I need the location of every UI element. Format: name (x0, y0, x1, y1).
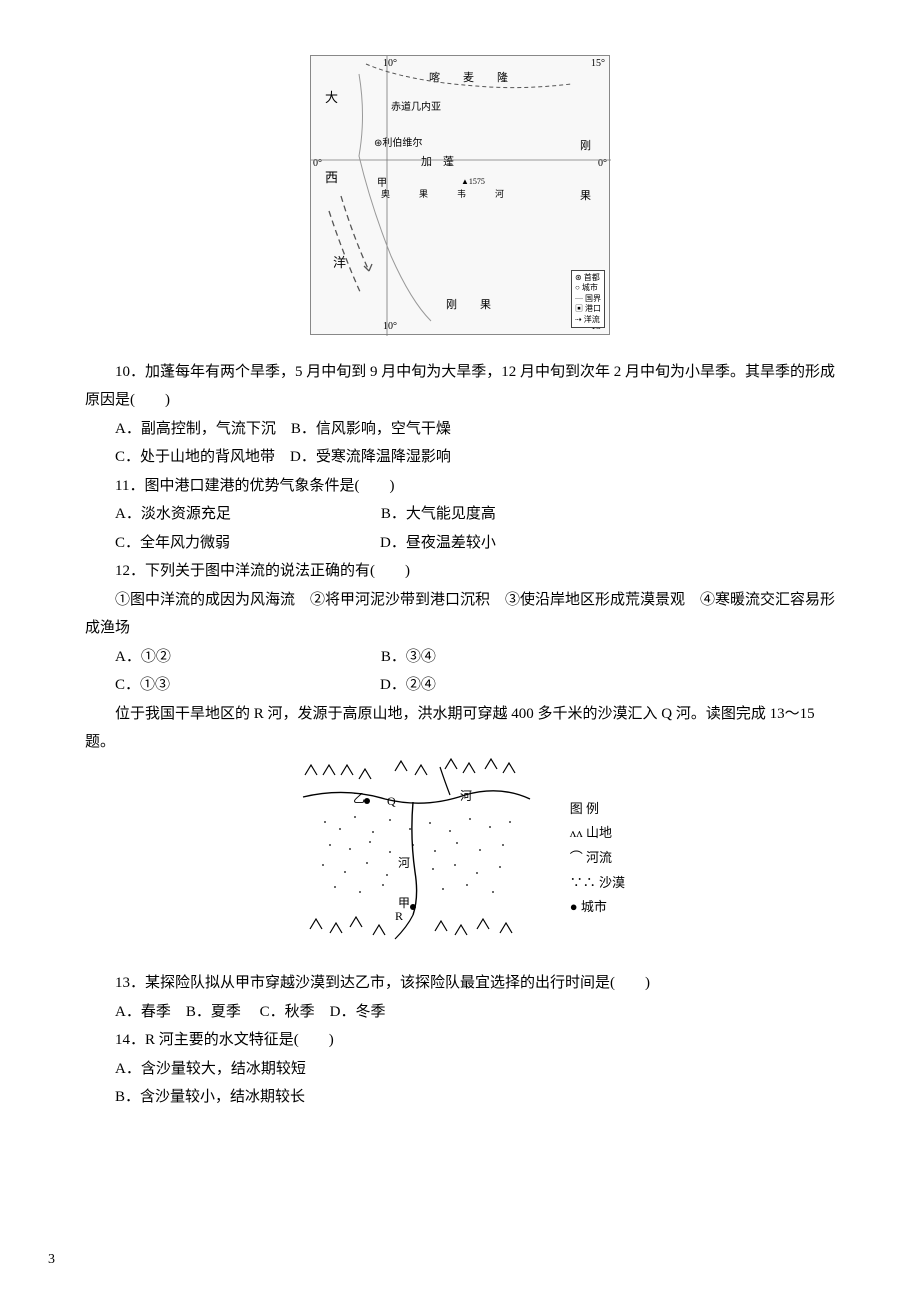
legend-city: ○ 城市 (575, 283, 601, 293)
legend-capital: ⊛ 首都 (575, 273, 601, 283)
q13-options: A．春季 B．夏季 C．秋季 D．冬季 (85, 998, 835, 1027)
yi-city: 乙 (353, 787, 365, 810)
q10-line2: C．处于山地的背风地带 D．受寒流降温降湿影响 (85, 443, 835, 472)
capital-label: ⊛利伯维尔 (374, 134, 422, 153)
diagram-svg (295, 757, 545, 947)
lon-left-bot: 10° (383, 317, 397, 336)
lon-left-top: 10° (383, 54, 397, 73)
congo-country: 刚 果 (446, 295, 497, 316)
ocean-label-1: 大 (325, 86, 338, 111)
map-gabon: 10° 15° 10° 15° 0° 0° 大 西 洋 喀 麦 隆 赤道几内亚 … (310, 55, 610, 335)
q14-optA[interactable]: A．含沙量较大，结冰期较短 (85, 1055, 835, 1084)
q14-stem: 14．R 河主要的水文特征是( ) (85, 1026, 835, 1055)
q12-statements: ①图中洋流的成因为风海流 ②将甲河泥沙带到港口沉积 ③使沿岸地区形成荒漠景观 ④… (85, 586, 835, 643)
figure-r-river: 乙 Q 河 河 甲 R 图 例 ᴧᴧ 山地 ⌒ 河流 ∵∴ 沙漠 ● 城市 (85, 757, 835, 958)
q11-line2: C．全年风力微弱 D．昼夜温差较小 (85, 529, 835, 558)
q11-optD[interactable]: D．昼夜温差较小 (350, 529, 496, 558)
q-river-label: Q (387, 790, 396, 813)
q11-stem: 11．图中港口建港的优势气象条件是( ) (85, 472, 835, 501)
q10-optA[interactable]: A．副高控制，气流下沉 (115, 421, 276, 437)
legend-desert: ∵∴ 沙漠 (570, 871, 625, 896)
congo-r1: 刚 (580, 136, 591, 157)
legend-city: ● 城市 (570, 895, 625, 920)
q13-optC[interactable]: C．秋季 (260, 1004, 315, 1020)
ocean-label-2: 西 (325, 166, 338, 191)
q11-optB[interactable]: B．大气能见度高 (351, 500, 496, 529)
q12-stem: 12．下列关于图中洋流的说法正确的有( ) (85, 557, 835, 586)
eq-guinea-label: 赤道几内亚 (391, 98, 441, 117)
q12-optC[interactable]: C．①③ (115, 677, 170, 693)
lat-left: 0° (313, 154, 322, 173)
q10-optD[interactable]: D．受寒流降温降湿影响 (290, 449, 451, 465)
figure-gabon-map: 10° 15° 10° 15° 0° 0° 大 西 洋 喀 麦 隆 赤道几内亚 … (85, 55, 835, 346)
q12-line1: A．①② B．③④ (85, 643, 835, 672)
legend-current: ⇢ 洋流 (575, 315, 601, 325)
legend-mountain: ᴧᴧ 山地 (570, 821, 625, 846)
river-vert-label: 河 (398, 852, 410, 875)
diagram-r-river: 乙 Q 河 河 甲 R 图 例 ᴧᴧ 山地 ⌒ 河流 ∵∴ 沙漠 ● 城市 (295, 757, 625, 947)
congo-r2: 果 (580, 186, 591, 207)
q10-optC[interactable]: C．处于山地的背风地带 (115, 449, 275, 465)
q11-line1: A．淡水资源充足 B．大气能见度高 (85, 500, 835, 529)
q11-optC[interactable]: C．全年风力微弱 (115, 535, 230, 551)
legend-river: ⌒ 河流 (570, 846, 625, 871)
lon-right-top: 15° (591, 54, 605, 73)
map-legend: ⊛ 首都 ○ 城市 ┈ 国界 ▣ 港口 ⇢ 洋流 (571, 270, 605, 328)
river-label: 奥 果 韦 河 (381, 186, 514, 203)
gabon-label: 加 蓬 (421, 152, 454, 173)
q11-optA[interactable]: A．淡水资源充足 (115, 506, 231, 522)
legend-border: ┈ 国界 (575, 294, 601, 304)
q14-optB[interactable]: B．含沙量较小，结冰期较长 (85, 1083, 835, 1112)
passage-2: 位于我国干旱地区的 R 河，发源于高原山地，洪水期可穿越 400 多千米的沙漠汇… (85, 700, 835, 757)
q13-stem: 13．某探险队拟从甲市穿越沙漠到达乙市，该探险队最宜选择的出行时间是( ) (85, 969, 835, 998)
lat-right: 0° (598, 154, 607, 173)
q13-optA[interactable]: A．春季 (115, 1004, 171, 1020)
q13-optB[interactable]: B．夏季 (186, 1004, 241, 1020)
page-number: 3 (48, 1247, 55, 1274)
diagram-legend: 图 例 ᴧᴧ 山地 ⌒ 河流 ∵∴ 沙漠 ● 城市 (570, 797, 625, 920)
peak-label: ▲1575 (461, 174, 485, 189)
q10-optB[interactable]: B．信风影响，空气干燥 (291, 421, 451, 437)
q12-optB[interactable]: B．③④ (351, 643, 436, 672)
q10-line1: A．副高控制，气流下沉 B．信风影响，空气干燥 (85, 415, 835, 444)
q13-optD[interactable]: D．冬季 (330, 1004, 386, 1020)
q12-optA[interactable]: A．①② (115, 649, 171, 665)
cameroon-label: 喀 麦 隆 (429, 68, 514, 89)
river-label-top: 河 (460, 785, 472, 808)
q12-optD[interactable]: D．②④ (350, 671, 436, 700)
q12-line2: C．①③ D．②④ (85, 671, 835, 700)
legend-port: ▣ 港口 (575, 304, 601, 314)
r-river-label: R (395, 905, 403, 928)
legend-title: 图 例 (570, 797, 625, 822)
q10-stem: 10．加蓬每年有两个旱季，5 月中旬到 9 月中旬为大旱季，12 月中旬到次年 … (85, 358, 835, 415)
ocean-label-3: 洋 (333, 251, 346, 276)
